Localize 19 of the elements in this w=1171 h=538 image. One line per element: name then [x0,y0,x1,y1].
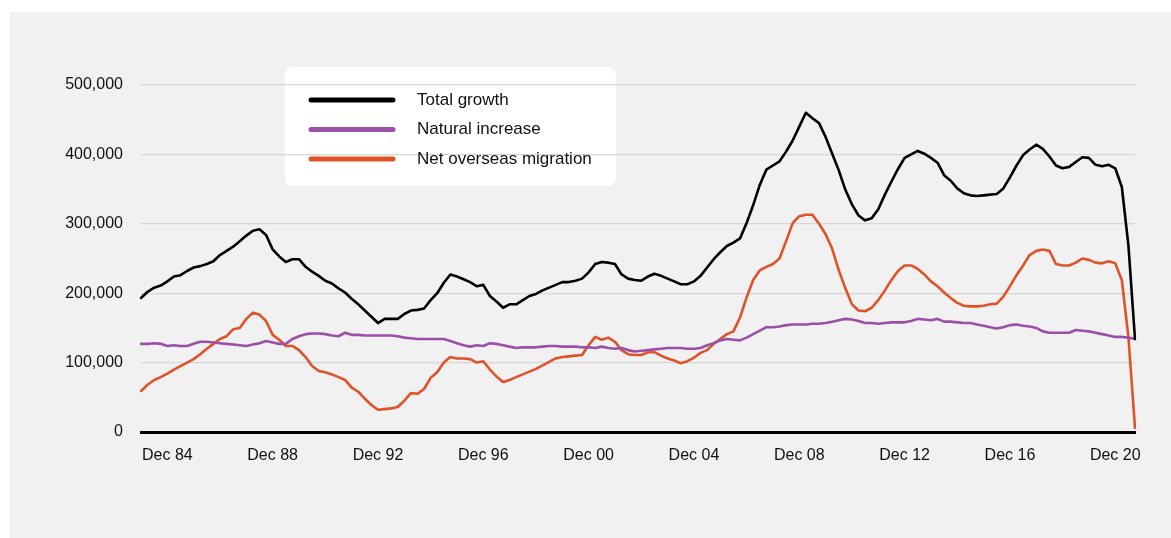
y-tick-label: 300,000 [65,214,124,232]
x-tick-label: Dec 08 [773,446,825,464]
x-tick-label: Dec 92 [352,446,404,464]
y-tick-label: 500,000 [65,75,124,93]
legend-label: Total growth [417,89,509,109]
x-tick-label: Dec 20 [1089,446,1141,464]
y-tick-label: 400,000 [65,144,124,162]
x-tick-label: Dec 00 [563,446,615,464]
y-tick-label: 0 [114,422,124,440]
legend-label: Net overseas migration [417,148,592,168]
legend-label: Natural increase [417,119,541,139]
y-tick-label: 200,000 [65,283,124,301]
x-tick-label: Dec 12 [879,446,931,464]
x-tick-label: Dec 16 [984,446,1036,464]
y-tick-label: 100,000 [65,353,124,371]
x-tick-label: Dec 04 [668,446,720,464]
x-tick-label: Dec 84 [141,446,193,464]
x-tick-label: Dec 88 [247,446,299,464]
x-tick-label: Dec 96 [457,446,509,464]
